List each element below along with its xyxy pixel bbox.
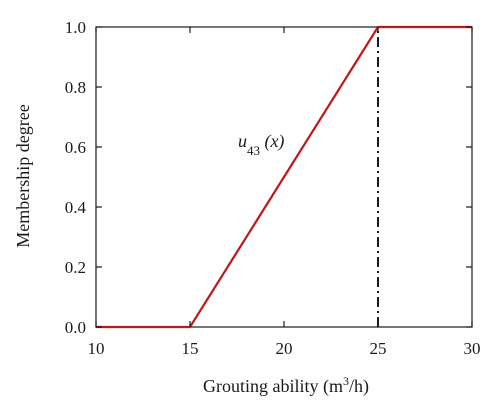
annotation-main: u — [238, 131, 247, 151]
y-tick-label: 0.6 — [65, 138, 86, 157]
y-axis-title: Membership degree — [13, 104, 33, 247]
y-tick-label: 0.0 — [65, 318, 86, 337]
x-axis-title-main: Grouting ability (m — [203, 376, 343, 397]
x-axis-title-sup: 3 — [343, 374, 349, 388]
axis-ticks — [95, 26, 473, 328]
tick-labels: 10 15 20 25 30 0.0 0.2 0.4 0.6 0.8 1.0 — [65, 18, 481, 358]
x-tick-label: 10 — [88, 339, 105, 358]
curve-annotation: u43 (x) — [238, 131, 284, 158]
membership-curve — [96, 25, 472, 329]
x-tick-label: 15 — [182, 339, 199, 358]
annotation-tail: (x) — [260, 131, 284, 152]
y-tick-label: 1.0 — [65, 18, 86, 37]
y-tick-label: 0.8 — [65, 78, 86, 97]
y-tick-label: 0.2 — [65, 258, 86, 277]
x-tick-label: 25 — [370, 339, 387, 358]
annotation-subscript: 43 — [247, 143, 260, 158]
x-axis-title-tail: /h) — [349, 376, 369, 397]
x-axis-title: Grouting ability (m3/h) — [203, 374, 369, 397]
plot-area — [95, 25, 473, 329]
x-tick-label: 20 — [276, 339, 293, 358]
y-tick-label: 0.4 — [65, 198, 87, 217]
x-tick-label: 30 — [464, 339, 481, 358]
